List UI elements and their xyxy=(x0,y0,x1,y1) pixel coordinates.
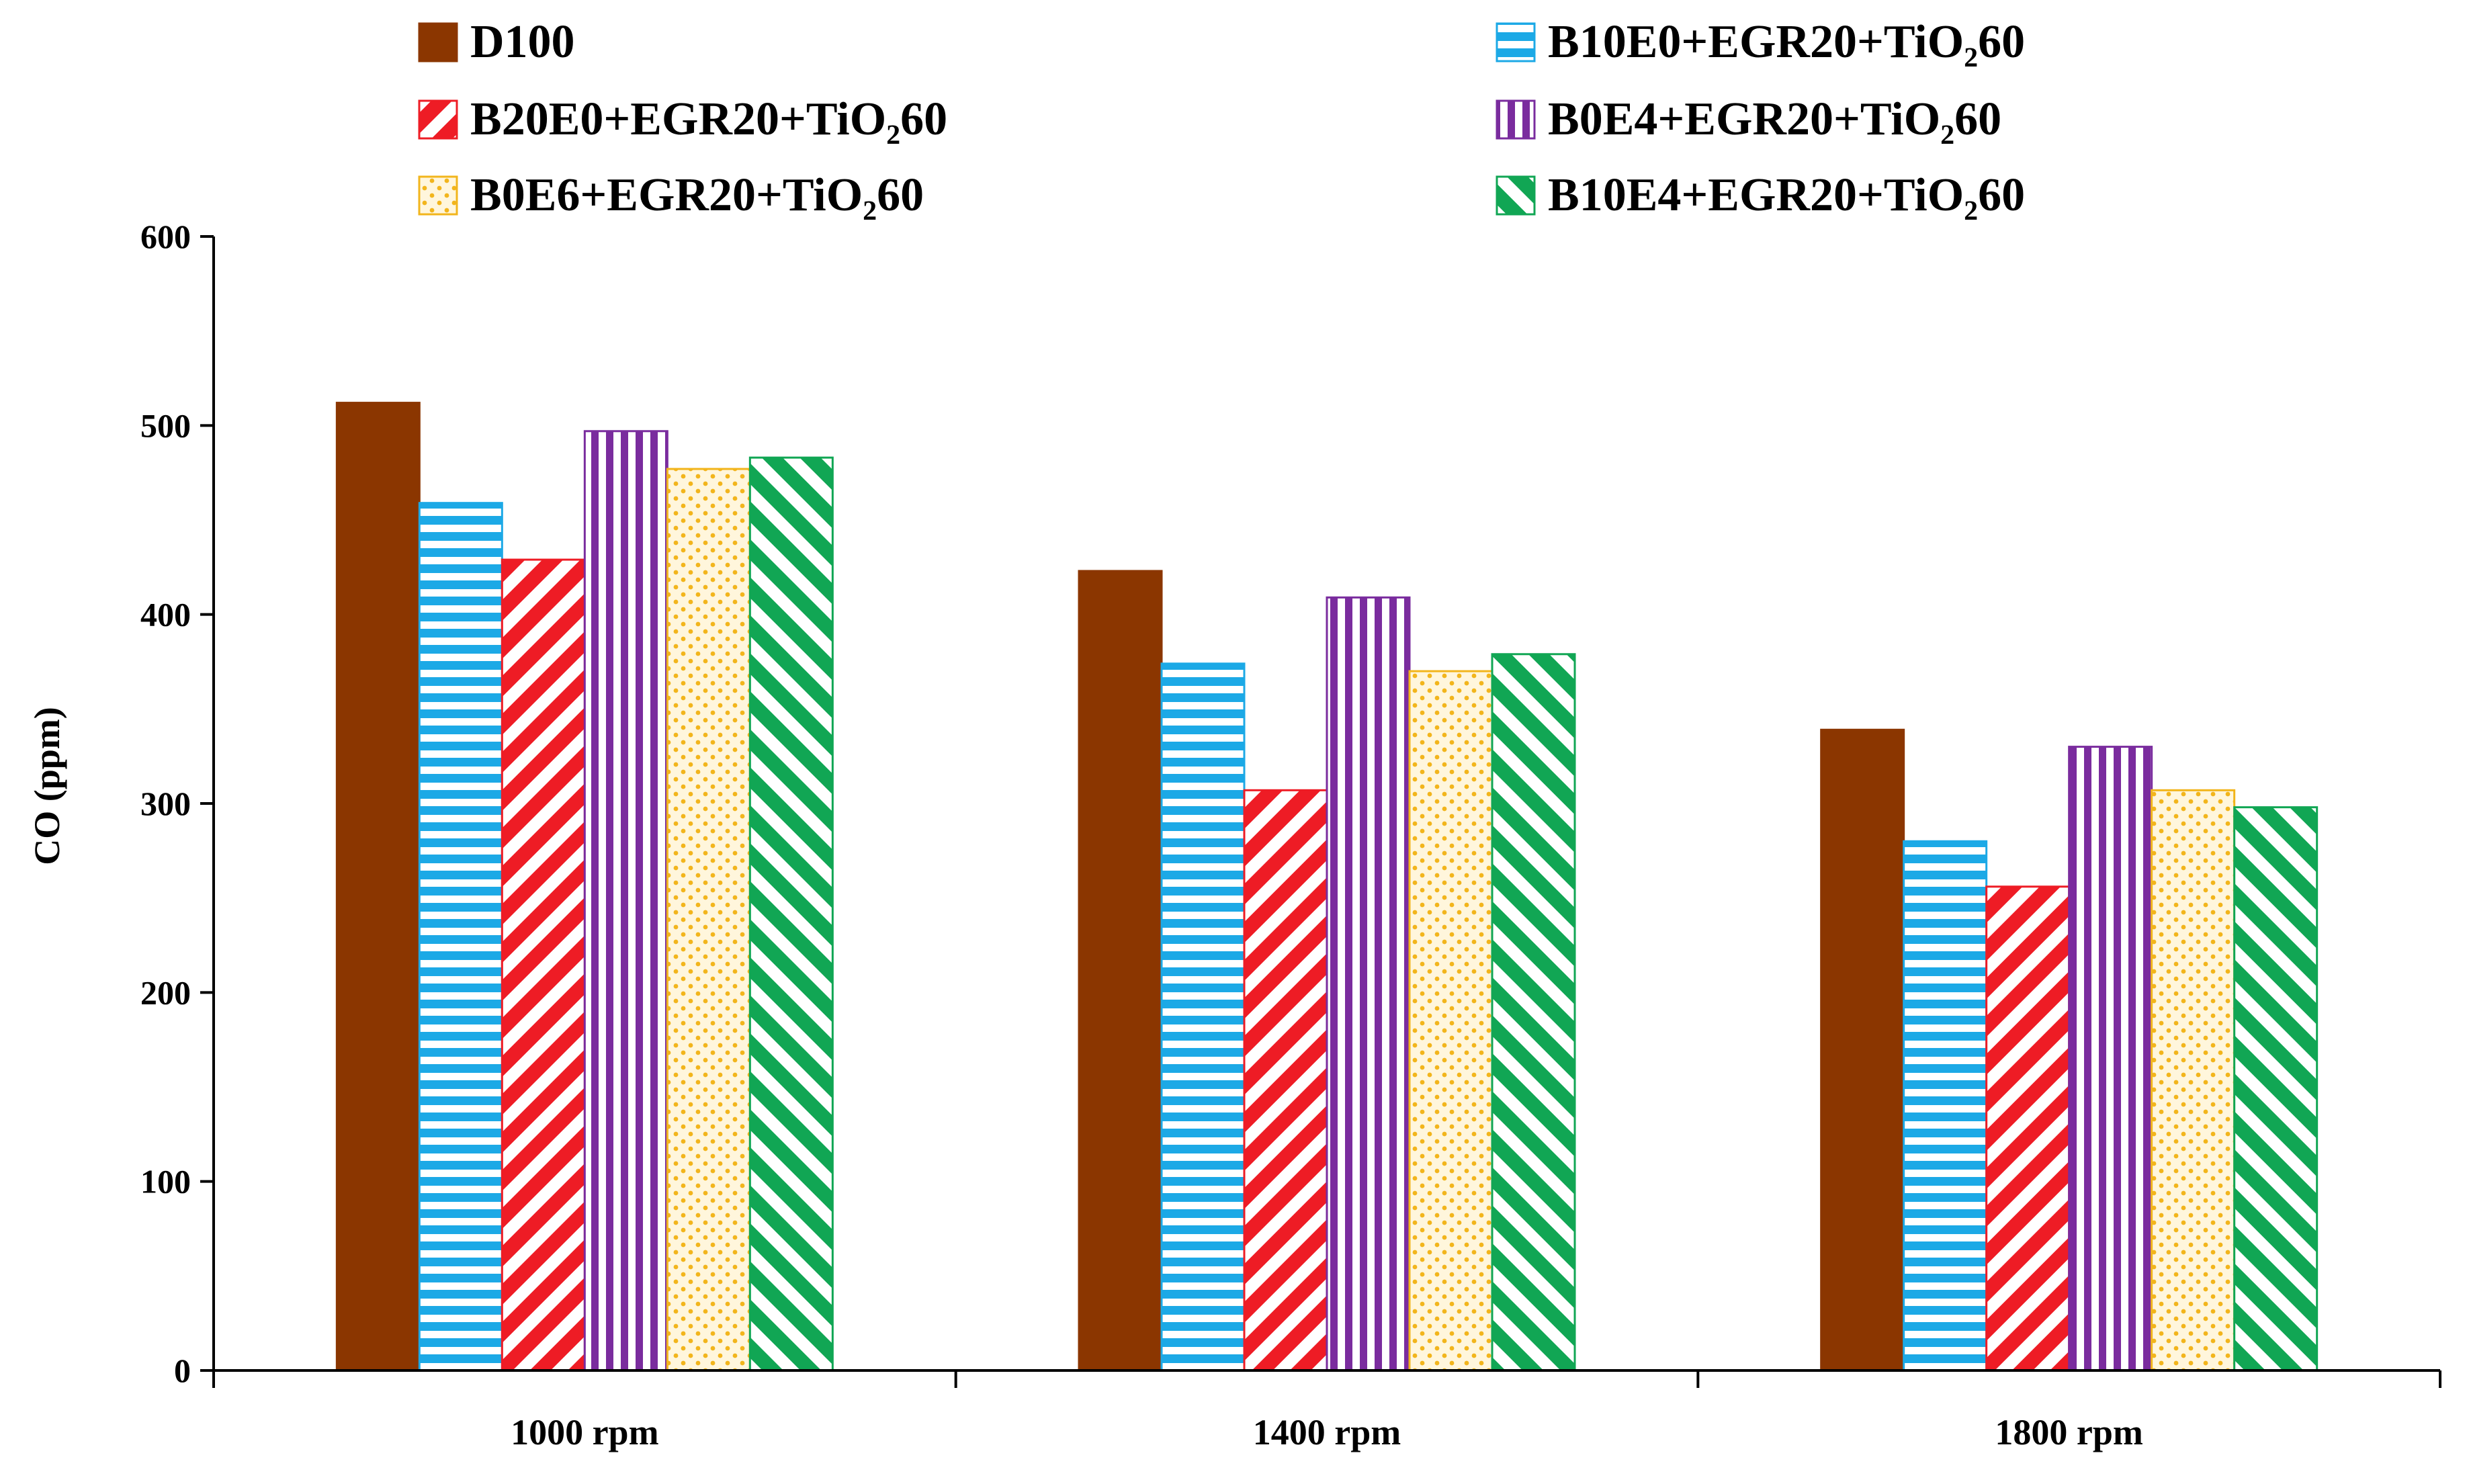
legend-label: B10E0+EGR20+TiO₂60 xyxy=(1548,16,2025,68)
legend-swatch xyxy=(1496,22,1536,62)
y-tick-label: 200 xyxy=(140,973,191,1011)
x-tick-label: 1800 rpm xyxy=(1995,1412,2143,1452)
legend-label: B0E4+EGR20+TiO₂60 xyxy=(1548,93,2001,145)
y-tick-label: 400 xyxy=(140,596,191,634)
y-tick-label: 500 xyxy=(140,406,191,444)
bar-6-1000-rpm xyxy=(748,456,834,1372)
legend-item-3: B20E0+EGR20+TiO₂60 xyxy=(418,93,947,145)
bars xyxy=(335,402,2319,1372)
y-tick-label: 300 xyxy=(140,785,191,822)
legend-swatch xyxy=(1496,175,1536,216)
bar-4-1000-rpm xyxy=(583,430,668,1372)
bar-4-1800-rpm xyxy=(2068,746,2153,1372)
x-tick-label: 1400 rpm xyxy=(1253,1412,1401,1452)
bar-5-1400-rpm xyxy=(1408,670,1494,1372)
bar-2-1400-rpm xyxy=(1160,662,1246,1372)
bar-5-1800-rpm xyxy=(2151,789,2236,1372)
legend-swatch xyxy=(418,22,458,62)
axes: 0 100 200 300 400 500 600 1000 rpm 1400 rpm 1800 … xyxy=(140,218,2441,1452)
legend-label: B0E6+EGR20+TiO₂60 xyxy=(470,169,924,221)
bar-1-1000-rpm xyxy=(335,402,421,1372)
bar-6-1400-rpm xyxy=(1491,653,1576,1372)
bar-5-1000-rpm xyxy=(666,468,751,1372)
x-tick-label: 1000 rpm xyxy=(511,1412,659,1452)
legend: D100 B10E0+EGR20+TiO₂60 B20E0+EGR20+TiO₂60… xyxy=(418,16,2025,221)
y-axis-title: CO (ppm) xyxy=(27,707,67,865)
bar-1-1800-rpm xyxy=(1820,728,1905,1372)
legend-swatch xyxy=(418,175,458,216)
legend-item-1: D100 xyxy=(418,16,575,68)
legend-item-4: B0E4+EGR20+TiO₂60 xyxy=(1496,93,2001,145)
bar-4-1400-rpm xyxy=(1326,596,1411,1372)
y-tick-label: 600 xyxy=(140,218,191,255)
legend-label: B20E0+EGR20+TiO₂60 xyxy=(470,93,947,145)
bar-2-1000-rpm xyxy=(418,502,503,1372)
bar-3-1000-rpm xyxy=(501,558,586,1372)
legend-label: B10E4+EGR20+TiO₂60 xyxy=(1548,169,2025,221)
legend-item-5: B0E6+EGR20+TiO₂60 xyxy=(418,169,924,221)
bar-3-1800-rpm xyxy=(1985,885,2071,1372)
bar-6-1800-rpm xyxy=(2233,806,2319,1372)
legend-swatch xyxy=(1496,99,1536,140)
y-tick-label: 0 xyxy=(174,1352,191,1389)
legend-item-2: B10E0+EGR20+TiO₂60 xyxy=(1496,16,2025,68)
legend-label: D100 xyxy=(470,16,575,68)
bar-2-1800-rpm xyxy=(1903,840,1988,1372)
bar-3-1400-rpm xyxy=(1243,789,1328,1372)
legend-swatch xyxy=(418,99,458,140)
y-tick-label: 100 xyxy=(140,1163,191,1201)
legend-item-6: B10E4+EGR20+TiO₂60 xyxy=(1496,169,2025,221)
bar-1-1400-rpm xyxy=(1078,570,1163,1372)
